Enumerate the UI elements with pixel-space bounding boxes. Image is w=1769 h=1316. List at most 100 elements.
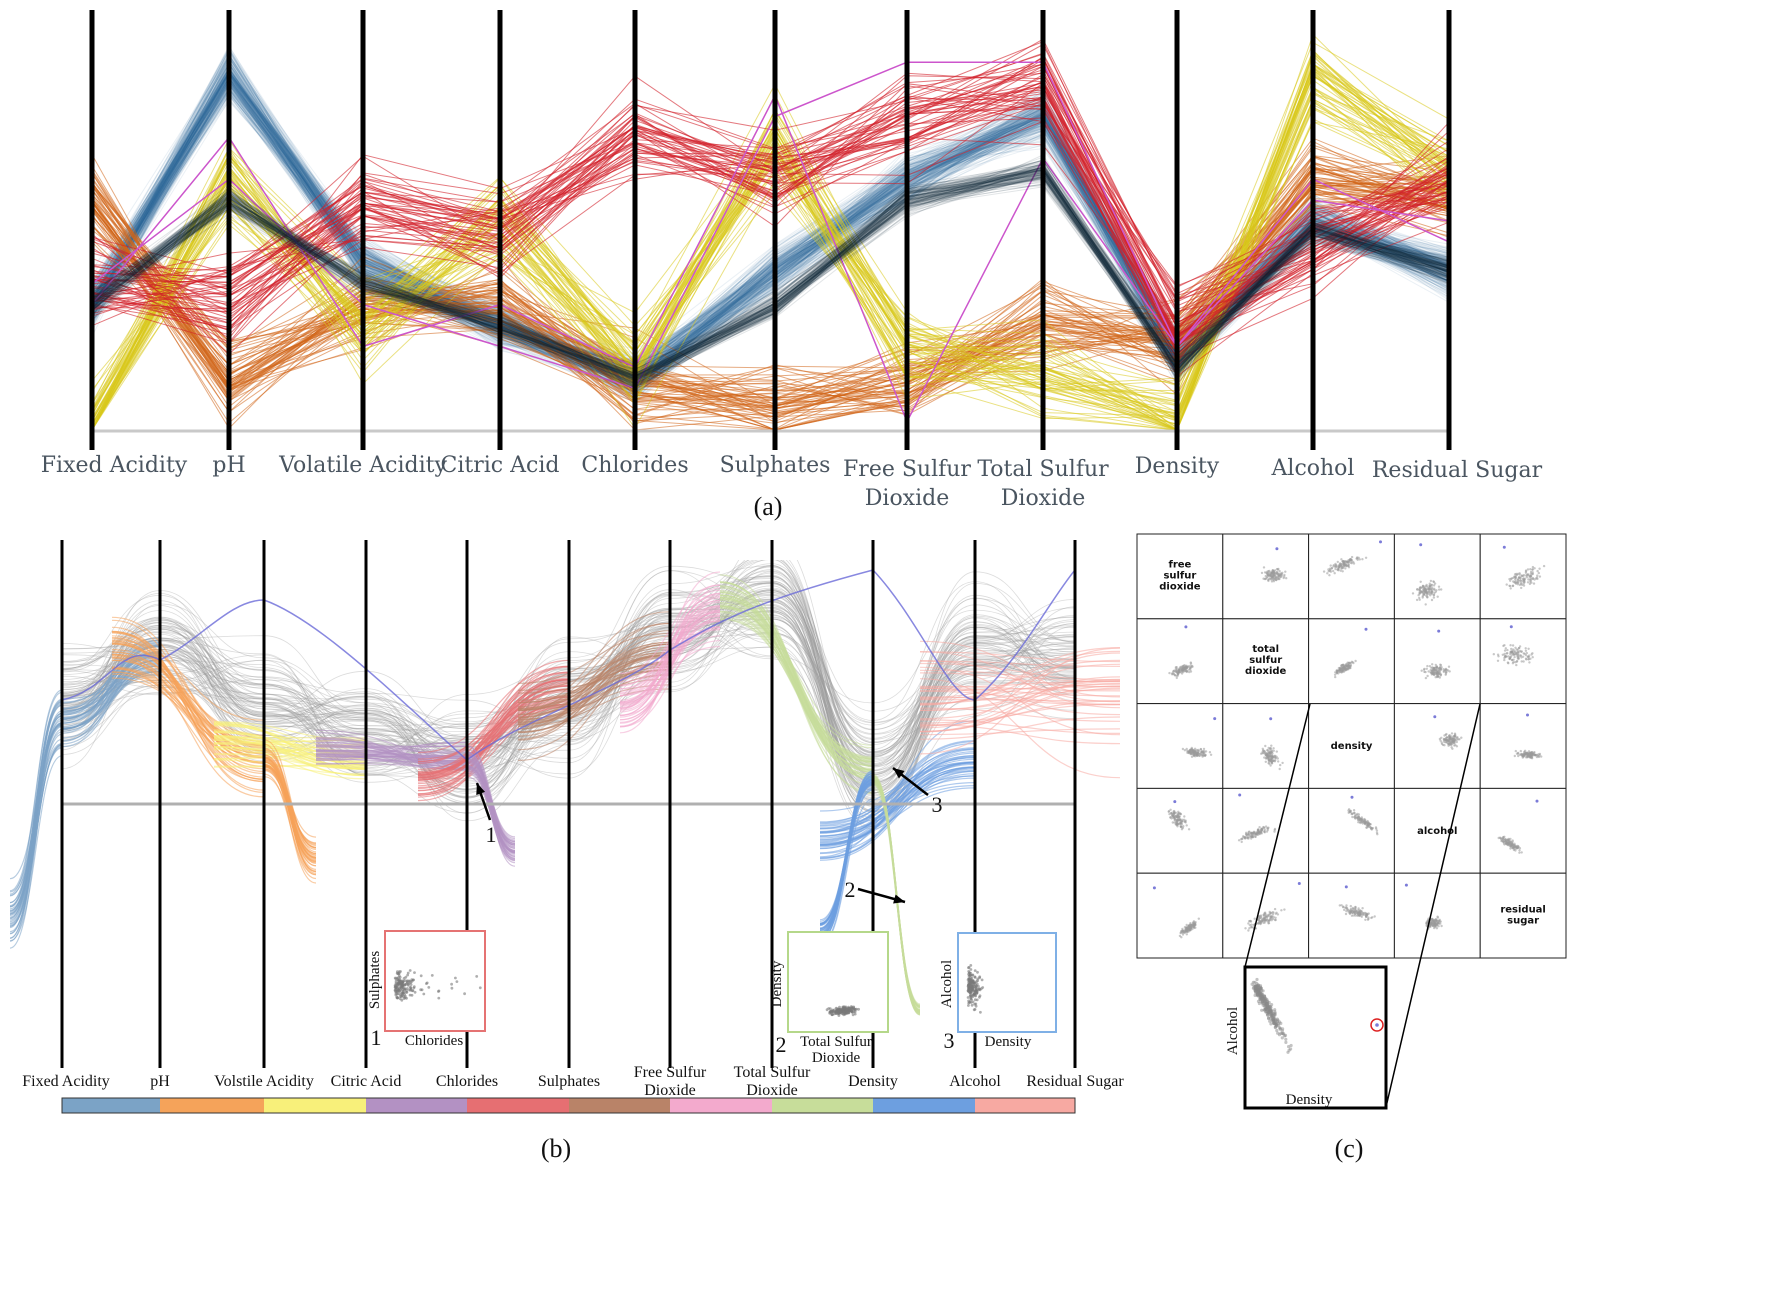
matrix-point <box>1449 737 1452 741</box>
matrix-point <box>1248 924 1252 927</box>
inset-point <box>842 1013 846 1017</box>
matrix-point <box>1518 645 1522 648</box>
matrix-point <box>1525 651 1529 655</box>
matrix-point <box>1255 832 1258 836</box>
inset-point <box>967 1004 970 1007</box>
variable-label: density <box>1331 741 1373 752</box>
matrix-point <box>1428 585 1432 589</box>
matrix-point <box>1340 671 1343 674</box>
matrix-point <box>1499 837 1503 840</box>
context-curve <box>61 597 1076 771</box>
matrix-point <box>1434 676 1437 679</box>
matrix-point <box>1374 826 1378 829</box>
matrix-point <box>1190 755 1194 758</box>
matrix-point <box>1278 569 1281 573</box>
matrix-point <box>1189 668 1192 671</box>
matrix-scatter-cell <box>1136 703 1224 789</box>
zoom-point <box>1257 1001 1261 1006</box>
variable-label: free sulfur dioxide <box>1159 559 1200 592</box>
inset-point <box>450 982 453 986</box>
inset-point <box>976 977 980 981</box>
panel-a-polylines <box>91 33 1450 431</box>
variable-label: residual sugar <box>1500 905 1546 927</box>
inset-point <box>973 1008 977 1011</box>
highlight-point <box>1419 543 1423 547</box>
bundle-curve <box>213 746 367 770</box>
bundle-curve <box>263 748 317 849</box>
bundle-curve <box>819 785 976 833</box>
matrix-point <box>1264 916 1267 919</box>
matrix-point <box>1522 660 1525 663</box>
context-curve <box>61 608 1076 783</box>
axis-label: Alcohol <box>949 1073 1001 1090</box>
data-line <box>91 53 1450 371</box>
bundle-curve <box>417 677 570 796</box>
matrix-scatter-cell <box>1308 787 1395 874</box>
matrix-point <box>1524 752 1527 755</box>
matrix-point <box>1440 924 1443 928</box>
matrix-scatter-cell <box>1308 618 1395 705</box>
matrix-point <box>1341 570 1344 573</box>
scatter-matrix-grid: free sulfur dioxide total sulfur dioxide densi… <box>1136 533 1567 959</box>
matrix-point <box>1444 741 1448 744</box>
matrix-point <box>1272 917 1275 921</box>
inset-point <box>847 1005 850 1009</box>
inset-point <box>437 989 441 993</box>
matrix-point <box>1189 922 1192 925</box>
inset-y-label: Sulphates <box>367 951 383 1009</box>
matrix-point <box>1537 571 1541 575</box>
matrix-point <box>1354 815 1357 818</box>
matrix-point <box>1178 812 1181 815</box>
matrix-point <box>1363 911 1367 915</box>
matrix-point <box>1266 752 1270 756</box>
matrix-point <box>1527 647 1530 650</box>
matrix-point <box>1341 559 1345 563</box>
matrix-point <box>1509 837 1512 841</box>
matrix-point <box>1203 754 1207 757</box>
axis-label: Fixed Acidity <box>22 1073 110 1090</box>
inset-point <box>970 1003 974 1007</box>
zoom-point <box>1262 1008 1266 1012</box>
matrix-point <box>1528 755 1532 758</box>
matrix-point <box>1276 572 1280 575</box>
matrix-point <box>1269 574 1272 577</box>
matrix-point <box>1519 654 1523 657</box>
inset-point <box>419 974 423 978</box>
matrix-point <box>1429 668 1432 672</box>
zoom-point <box>1260 997 1265 1002</box>
matrix-point <box>1333 572 1336 575</box>
axis-label: Fixed Acidity <box>41 453 188 478</box>
matrix-point <box>1175 676 1179 680</box>
inset-point <box>851 1013 855 1017</box>
bundle-curve <box>466 756 516 858</box>
matrix-point <box>1341 663 1344 667</box>
highlight-point <box>1173 800 1177 804</box>
matrix-point <box>1417 594 1420 597</box>
matrix-point <box>1352 811 1356 815</box>
matrix-point <box>1254 835 1257 839</box>
inset-point <box>430 974 434 977</box>
highlight-point <box>1269 717 1273 721</box>
matrix-point <box>1334 565 1338 568</box>
matrix-point <box>1196 754 1199 757</box>
matrix-point <box>1524 657 1528 660</box>
matrix-point <box>1270 749 1274 752</box>
inset-point <box>852 1010 856 1014</box>
panel-c-caption: (c) <box>1335 1134 1364 1163</box>
matrix-point <box>1269 747 1273 750</box>
matrix-point <box>1352 562 1356 565</box>
zoom-point <box>1268 1019 1272 1023</box>
matrix-point <box>1522 582 1525 585</box>
inset-point <box>478 986 482 990</box>
inset-point <box>408 986 412 989</box>
context-curve <box>61 612 1076 772</box>
bundle-12 <box>466 745 516 867</box>
matrix-point <box>1432 669 1435 672</box>
bundle-curve <box>919 680 1121 688</box>
inset-point <box>401 993 404 997</box>
context-curve <box>61 615 1076 793</box>
matrix-point <box>1455 740 1459 744</box>
bundle-curve <box>919 716 1121 740</box>
matrix-point <box>1513 655 1516 659</box>
matrix-point <box>1346 564 1350 568</box>
